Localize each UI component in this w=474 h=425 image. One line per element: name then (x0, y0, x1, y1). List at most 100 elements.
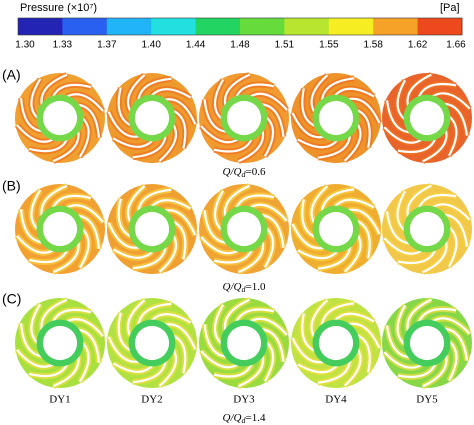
hub (318, 211, 354, 247)
blade (320, 77, 355, 101)
blade (213, 304, 225, 345)
blade (213, 249, 253, 264)
blade (203, 210, 227, 244)
blade (137, 302, 172, 326)
colorbar-tick-label: 1.51 (275, 40, 295, 51)
blade (334, 312, 375, 323)
blade (200, 125, 239, 144)
blade (117, 87, 132, 127)
column-label: DY3 (233, 394, 255, 406)
blade (117, 198, 132, 238)
condition-label: Q/Qd=1.4 (223, 412, 266, 425)
blade (383, 351, 422, 369)
blade (406, 184, 432, 218)
blade (237, 355, 265, 388)
blade (112, 362, 154, 373)
column-label: DY5 (416, 394, 438, 406)
blade (77, 328, 100, 363)
impeller (382, 182, 472, 276)
blade (112, 248, 154, 259)
blade (397, 249, 437, 265)
colorbar-segment (106, 18, 152, 35)
panel-label: (A) (2, 67, 21, 83)
hub (42, 211, 78, 247)
condition-sub: d (241, 416, 246, 425)
impeller (198, 71, 290, 165)
condition-value: =1.0 (245, 281, 265, 293)
blade (117, 312, 132, 352)
blade (297, 249, 338, 260)
condition-main: Q/Q (223, 412, 242, 424)
hub (226, 325, 262, 361)
blade (203, 99, 227, 133)
blade (343, 234, 362, 273)
hub (318, 325, 354, 361)
blade (172, 109, 187, 149)
blade (397, 363, 437, 379)
blade (235, 194, 275, 209)
blade (249, 203, 288, 222)
blade (52, 194, 92, 209)
blade (432, 317, 471, 335)
column-label: DY4 (325, 394, 347, 406)
blade (406, 298, 432, 332)
blade (385, 100, 410, 134)
blade (417, 82, 457, 98)
blade (200, 350, 239, 369)
blade (249, 317, 288, 336)
blade (348, 208, 381, 235)
condition-sub: d (241, 170, 246, 179)
colorbar-segment (373, 18, 419, 35)
hub (134, 100, 170, 136)
blade (261, 103, 285, 137)
blade (297, 138, 338, 149)
blade (422, 354, 448, 388)
blade (30, 189, 42, 230)
blade (158, 124, 178, 162)
blade (422, 240, 448, 274)
blade (263, 341, 275, 382)
blade (356, 109, 371, 148)
blade (213, 190, 225, 231)
blade (150, 199, 192, 210)
blade (385, 211, 410, 245)
colorbar-segment (195, 18, 241, 35)
blade (40, 184, 68, 216)
impeller (382, 71, 472, 165)
blade (291, 337, 324, 364)
blade (356, 220, 371, 259)
blade (150, 313, 192, 324)
blade (52, 83, 92, 98)
blade (30, 303, 42, 344)
blade (223, 298, 251, 331)
hub (42, 100, 78, 136)
blade (417, 193, 457, 209)
blade (137, 77, 172, 101)
blade (310, 74, 329, 113)
column-label: DY1 (49, 394, 70, 406)
blade (112, 137, 154, 148)
colorbar-segment (18, 18, 63, 35)
impeller (106, 183, 198, 275)
blade (66, 318, 104, 337)
colorbar-segment (328, 18, 374, 35)
condition-label: Q/Qd=0.6 (223, 166, 266, 179)
colorbar-segment (62, 18, 108, 35)
blade (164, 98, 197, 125)
blade (396, 79, 406, 121)
column-label: DY2 (141, 394, 162, 406)
blade (126, 185, 146, 223)
impeller (289, 72, 383, 164)
blade (66, 204, 104, 223)
blade (40, 73, 68, 105)
blade (78, 117, 90, 158)
colorbar-segment (417, 18, 463, 35)
blade (343, 348, 362, 387)
blade (213, 79, 225, 120)
blade (301, 199, 316, 238)
blade (422, 129, 448, 163)
condition-value: =1.4 (245, 412, 265, 424)
condition-value: =0.6 (245, 166, 265, 178)
blade (397, 138, 437, 154)
blade (213, 138, 253, 153)
